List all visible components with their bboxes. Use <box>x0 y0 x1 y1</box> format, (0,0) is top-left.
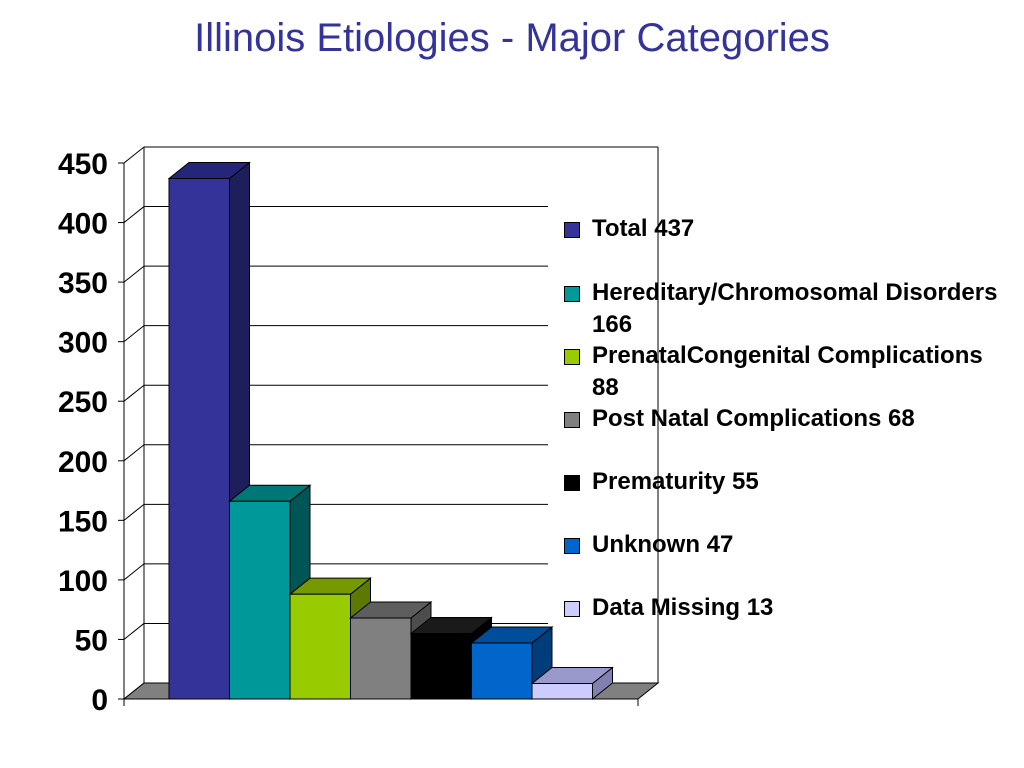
side-wall-line <box>123 563 145 581</box>
legend-label: Post Natal Complications 68 <box>592 405 915 432</box>
side-wall-line <box>123 146 145 164</box>
y-tick-label: 200 <box>58 446 108 479</box>
side-wall-line <box>123 265 145 283</box>
y-tick-label: 250 <box>58 386 108 419</box>
bar-front-face <box>350 617 412 700</box>
y-tick-label: 0 <box>91 684 108 717</box>
legend-swatch <box>564 475 580 491</box>
legend-label: Unknown 47 <box>592 531 734 558</box>
side-wall-line <box>123 325 145 343</box>
side-wall-line <box>123 384 145 402</box>
bar-front-face <box>229 500 291 700</box>
side-wall-line <box>123 503 145 521</box>
bars <box>167 161 614 701</box>
y-tick-label: 350 <box>58 267 108 300</box>
legend-label: Prematurity 55 <box>592 468 759 495</box>
legend-swatch <box>564 412 580 428</box>
y-tick-label: 400 <box>58 208 108 241</box>
y-tick-label: 50 <box>75 624 108 657</box>
legend-label: Hereditary/Chromosomal Disorders 166 <box>592 279 998 338</box>
legend-swatch <box>564 601 580 617</box>
y-tick-label: 300 <box>58 327 108 360</box>
bar <box>530 666 614 701</box>
legend-label: Data Missing 13 <box>592 594 774 621</box>
side-wall-line <box>123 623 145 640</box>
y-tick-label: 100 <box>58 565 108 598</box>
legend-swatch <box>564 222 580 238</box>
legend-label: Total 437 <box>592 215 695 242</box>
y-tick-label: 150 <box>58 505 108 538</box>
legend-swatch <box>564 349 580 365</box>
page-title: Illinois Etiologies - Major Categories <box>194 16 830 60</box>
bar-front-face <box>168 177 230 700</box>
side-wall-line <box>123 444 145 462</box>
bar-front-face <box>471 642 533 700</box>
legend-swatch <box>564 538 580 554</box>
y-axis: 0 50 100 150 200 250 300 350 400 450 <box>58 148 639 717</box>
bar <box>409 616 493 701</box>
bar-front-face <box>410 632 472 700</box>
y-tick-label: 450 <box>58 148 108 181</box>
bar-front-face <box>289 593 351 700</box>
side-wall-line <box>123 206 145 223</box>
legend-swatch <box>564 286 580 302</box>
legend-label: PrenatalCongenital Complications 88 <box>592 342 983 401</box>
bar-front-face <box>531 683 593 700</box>
